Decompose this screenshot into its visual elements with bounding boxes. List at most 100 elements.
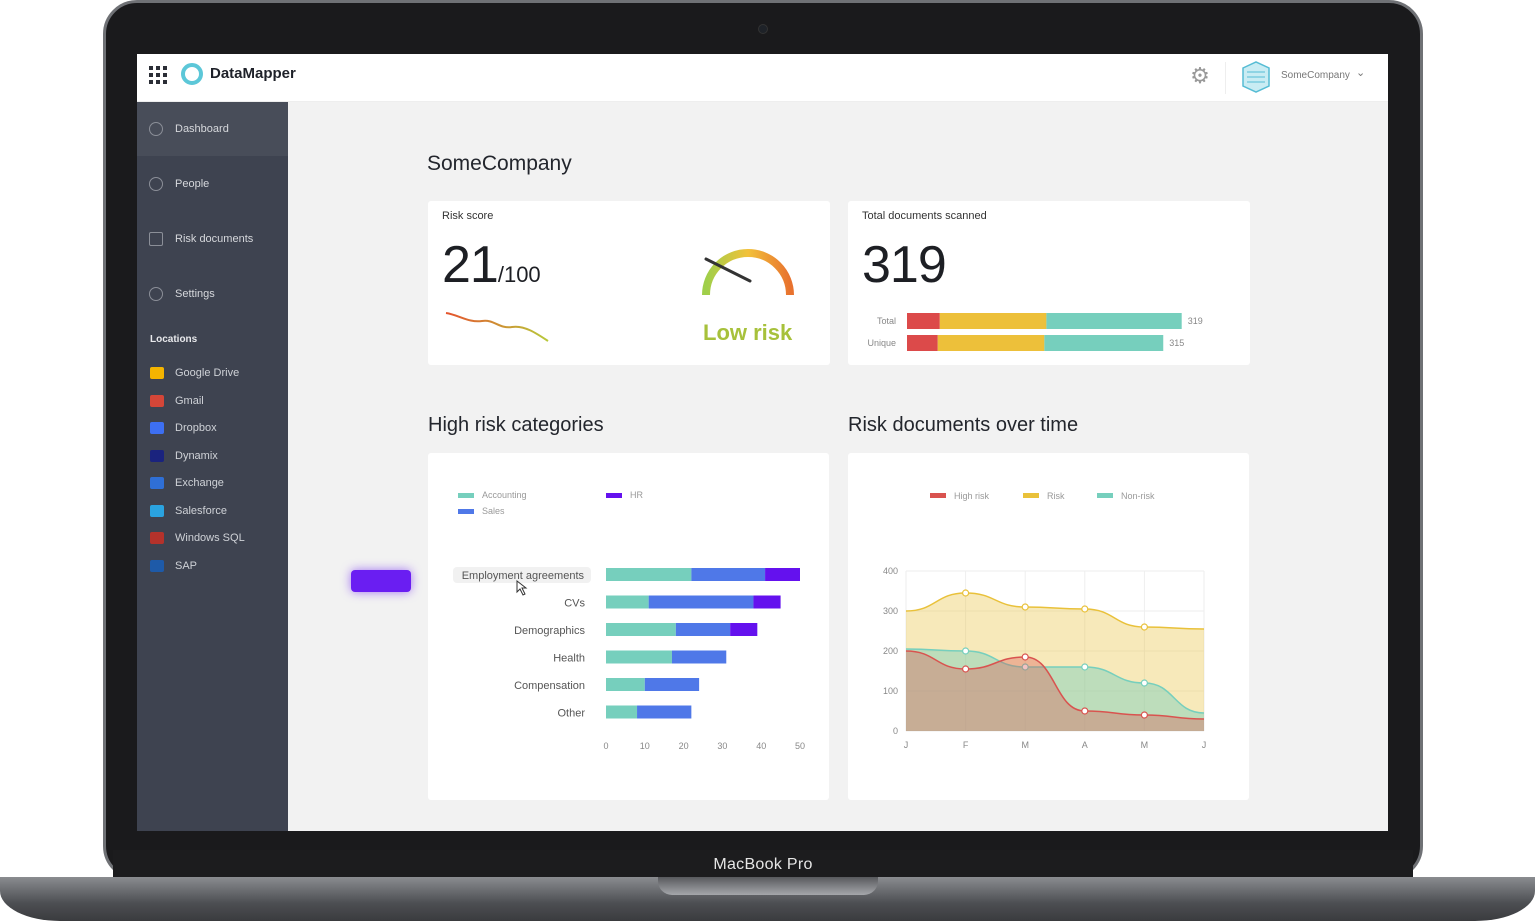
data-point xyxy=(961,589,970,597)
y-tick-label: 300 xyxy=(883,606,898,616)
legend-label: Sales xyxy=(482,506,505,516)
risk-score-card: Risk score 21/100 Low risk xyxy=(428,201,830,365)
card-label: Total documents scanned xyxy=(862,210,987,222)
category-label: Demographics xyxy=(514,625,585,637)
x-tick-label: M xyxy=(1021,740,1028,750)
bar-segment xyxy=(637,705,692,719)
app-grid-icon[interactable] xyxy=(149,66,167,84)
location-item[interactable]: Windows SQL xyxy=(137,528,288,550)
location-label: Salesforce xyxy=(175,504,227,517)
company-switcher[interactable]: SomeCompany xyxy=(1281,70,1350,81)
x-tick-label: J xyxy=(1202,740,1207,750)
risk-gauge xyxy=(702,249,794,296)
category-label: Other xyxy=(557,708,585,720)
bar-segment xyxy=(765,568,800,581)
location-item[interactable]: Exchange xyxy=(137,473,288,495)
location-label: Gmail xyxy=(175,394,204,407)
x-tick-label: M xyxy=(1141,740,1149,750)
bar-segment xyxy=(606,650,672,664)
legend-swatch xyxy=(458,493,474,498)
risk-trend-sparkline xyxy=(445,312,549,342)
y-tick-label: 400 xyxy=(883,566,898,576)
location-item[interactable]: Salesforce xyxy=(137,501,288,523)
data-point xyxy=(961,665,970,673)
category-label: Employment agreements xyxy=(462,570,585,582)
sidebar-item-people[interactable]: People xyxy=(137,157,288,211)
bar-segment xyxy=(671,650,727,664)
bar-segment xyxy=(675,623,731,636)
data-point xyxy=(1081,707,1089,715)
area-fill xyxy=(906,593,1204,731)
legend-label: Accounting xyxy=(482,490,527,500)
bar-segment xyxy=(606,568,692,581)
bar-value: 319 xyxy=(1188,316,1203,326)
bar-segment xyxy=(753,595,781,609)
logo-icon xyxy=(181,63,203,85)
y-tick-label: 0 xyxy=(893,726,898,736)
x-tick-label: 50 xyxy=(795,741,805,751)
camera xyxy=(758,24,768,34)
location-icon xyxy=(150,532,164,544)
x-tick-label: 40 xyxy=(756,741,766,751)
bar-segment xyxy=(648,595,754,609)
chart-icon xyxy=(149,232,163,246)
highlight-pointer xyxy=(351,570,411,592)
data-point xyxy=(1081,605,1089,613)
location-item[interactable]: SAP xyxy=(137,556,288,578)
bar-segment xyxy=(606,623,676,636)
category-highlight xyxy=(453,567,591,583)
laptop-chin xyxy=(113,850,1413,878)
data-point xyxy=(1140,623,1148,631)
x-tick-label: 0 xyxy=(603,741,608,751)
gear-icon xyxy=(149,287,163,301)
location-item[interactable]: Dropbox xyxy=(137,418,288,440)
location-label: Windows SQL xyxy=(175,532,245,544)
person-icon xyxy=(149,177,163,191)
categories-card: Accounting Sales HR Employment agreements CV… xyxy=(428,453,829,800)
legend-label: Risk xyxy=(1047,491,1065,501)
sidebar-item-risk-documents[interactable]: Risk documents xyxy=(137,212,288,266)
sidebar-item-dashboard[interactable]: Dashboard xyxy=(137,102,288,156)
device-label: MacBook Pro xyxy=(713,856,813,873)
documents-bar-chart: Total 319 Unique 315 xyxy=(867,313,1203,351)
location-icon xyxy=(150,394,164,407)
locations-heading: Locations xyxy=(150,334,198,345)
x-tick-label: 10 xyxy=(640,741,650,751)
chevron-down-icon[interactable]: ⌄ xyxy=(1356,67,1366,79)
gear-icon[interactable]: ⚙ xyxy=(1190,63,1210,88)
location-label: Google Drive xyxy=(175,367,240,379)
laptop-notch xyxy=(658,877,878,895)
data-point xyxy=(961,647,970,655)
sidebar-item-label: Risk documents xyxy=(175,233,254,245)
location-item[interactable]: Dynamix xyxy=(137,446,288,468)
legend-swatch xyxy=(606,493,622,498)
risk-score-value: 21/100 xyxy=(442,236,541,294)
bar-segment xyxy=(1044,335,1164,351)
location-label: Dropbox xyxy=(175,422,217,434)
data-point xyxy=(1021,663,1029,671)
bar-segment xyxy=(606,678,645,691)
bar-segment xyxy=(937,335,1045,351)
sidebar-item-label: Dashboard xyxy=(175,123,229,135)
legend-swatch xyxy=(1023,493,1039,498)
location-icon xyxy=(150,422,164,434)
sidebar-item-settings[interactable]: Settings xyxy=(137,267,288,321)
location-item[interactable]: Gmail xyxy=(137,391,288,413)
bar-segment xyxy=(907,335,938,351)
documents-total-value: 319 xyxy=(862,236,947,294)
bar-segment xyxy=(606,595,649,609)
area-fill xyxy=(906,651,1204,731)
x-tick-label: F xyxy=(963,740,969,750)
location-icon xyxy=(150,449,164,462)
location-icon xyxy=(150,367,164,379)
risk-status: Low risk xyxy=(703,320,793,345)
divider xyxy=(1225,62,1226,94)
bar-value: 315 xyxy=(1169,338,1184,348)
y-tick-label: 200 xyxy=(883,646,898,656)
bar-segment xyxy=(606,705,638,719)
location-icon xyxy=(150,504,164,517)
bar-label: Total xyxy=(877,316,896,326)
data-point xyxy=(1140,679,1148,687)
location-item[interactable]: Google Drive xyxy=(137,363,288,385)
location-label: Exchange xyxy=(175,477,224,489)
